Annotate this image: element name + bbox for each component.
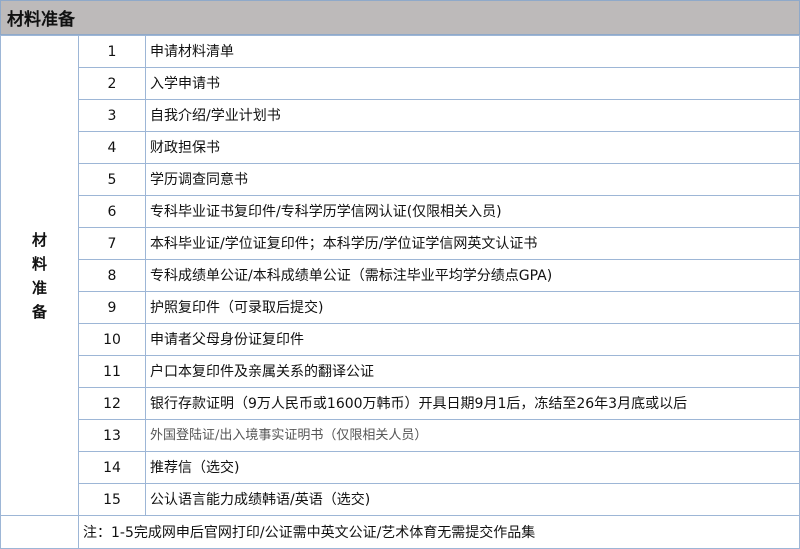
table-row: 材料准备 1 申请材料清单 xyxy=(0,35,800,516)
row-text: 公认语言能力成绩韩语/英语（选交) xyxy=(150,491,371,508)
row-text-cell: 银行存款证明（9万人民币或1600万韩币）开具日期9月1后，冻结至26年3月底或… xyxy=(145,387,800,420)
row-number: 11 xyxy=(78,355,146,388)
row-text: 申请者父母身份证复印件 xyxy=(150,331,304,348)
row-text-cell: 外国登陆证/出入境事实证明书（仅限相关人员） xyxy=(145,419,800,452)
table-row: 10 申请者父母身份证复印件 xyxy=(1,323,800,356)
row-number: 8 xyxy=(78,259,146,292)
row-text: 户口本复印件及亲属关系的翻译公证 xyxy=(150,363,374,380)
row-text-cell: 入学申请书 书 xyxy=(145,67,800,100)
table-row: 8 专科成绩单公证/本科成绩单公证（需标注毕业平均学分绩点GPA) xyxy=(1,259,800,292)
note-spacer xyxy=(0,515,79,549)
row-text: 推荐信（选交) xyxy=(150,459,240,476)
row-text: 护照复印件（可录取后提交) xyxy=(150,299,324,316)
note-row: 注：1-5完成网申后官网打印/公证需中英文公证/艺术体育无需提交作品集 xyxy=(0,515,800,549)
table-row: 15 公认语言能力成绩韩语/英语（选交) xyxy=(1,483,800,516)
row-number: 15 xyxy=(78,483,146,516)
row-number: 5 xyxy=(78,163,146,196)
row-text: 专科毕业证书复印件/专科学历学信网认证(仅限相关入员) xyxy=(150,203,502,220)
row-text: 学历调查同意书 xyxy=(150,171,248,188)
row-number: 7 xyxy=(78,227,146,260)
section-header: 材料准备 xyxy=(0,0,800,35)
row-text-cell: 学历调查同意书 xyxy=(145,163,800,196)
table-row: 14 推荐信（选交) xyxy=(1,451,800,484)
group-cell: 材料准备 xyxy=(0,35,79,516)
row-text: 本科毕业证/学位证复印件；本科学历/学位证学信网英文认证书 xyxy=(150,235,538,252)
row-number: 13 xyxy=(78,419,146,452)
row-number: 12 xyxy=(78,387,146,420)
row-text-cell: 户口本复印件及亲属关系的翻译公证 xyxy=(145,355,800,388)
note: 注：1-5完成网申后官网打印/公证需中英文公证/艺术体育无需提交作品集 xyxy=(78,515,800,549)
row-text: 专科成绩单公证/本科成绩单公证（需标注毕业平均学分绩点GPA) xyxy=(150,267,553,284)
table-row: 9 护照复印件（可录取后提交) xyxy=(1,291,800,324)
row-text-cell: 自我介绍/学业计划书 xyxy=(145,99,800,132)
row-text-cell: 财政担保书 xyxy=(145,131,800,164)
row-text-cell: 护照复印件（可录取后提交) xyxy=(145,291,800,324)
row-text: 银行存款证明（9万人民币或1600万韩币）开具日期9月1后，冻结至26年3月底或… xyxy=(150,395,688,412)
table-row: 3 自我介绍/学业计划书 xyxy=(1,99,800,132)
row-text: 财政担保书 xyxy=(150,139,220,156)
row-text: 外国登陆证/出入境事实证明书（仅限相关人员） xyxy=(150,427,428,443)
table-row: 13 外国登陆证/出入境事实证明书（仅限相关人员） xyxy=(1,419,800,452)
row-text-cell: 公认语言能力成绩韩语/英语（选交) xyxy=(145,483,800,516)
table-row: 7 本科毕业证/学位证复印件；本科学历/学位证学信网英文认证书 xyxy=(1,227,800,260)
table-row: 5 学历调查同意书 xyxy=(1,163,800,196)
row-text-cell: 专科毕业证书复印件/专科学历学信网认证(仅限相关入员) xyxy=(145,195,800,228)
row-number: 4 xyxy=(78,131,146,164)
group-label: 材料准备 xyxy=(32,230,48,321)
row-text-cell: 申请者父母身份证复印件 xyxy=(145,323,800,356)
table-row: 4 财政担保书 xyxy=(1,131,800,164)
row-text-cell: 专科成绩单公证/本科成绩单公证（需标注毕业平均学分绩点GPA) xyxy=(145,259,800,292)
row-number: 10 xyxy=(78,323,146,356)
row-text: 入学申请书 书 xyxy=(150,75,220,92)
row-text: 申请材料清单 xyxy=(150,43,234,60)
row-text-cell: 申请材料清单 xyxy=(145,35,800,68)
row-number: 3 xyxy=(78,99,146,132)
row-text-cell: 推荐信（选交) xyxy=(145,451,800,484)
table-row: 11 户口本复印件及亲属关系的翻译公证 xyxy=(1,355,800,388)
row-text: 自我介绍/学业计划书 xyxy=(150,107,281,124)
row-number: 2 xyxy=(78,67,146,100)
row-number: 14 xyxy=(78,451,146,484)
row-number: 6 xyxy=(78,195,146,228)
row-number: 1 xyxy=(78,35,146,68)
row-number: 9 xyxy=(78,291,146,324)
table-row: 6 专科毕业证书复印件/专科学历学信网认证(仅限相关入员) xyxy=(1,195,800,228)
row-text-cell: 本科毕业证/学位证复印件；本科学历/学位证学信网英文认证书 xyxy=(145,227,800,260)
table-row: 12 银行存款证明（9万人民币或1600万韩币）开具日期9月1后，冻结至26年3月… xyxy=(1,387,800,420)
